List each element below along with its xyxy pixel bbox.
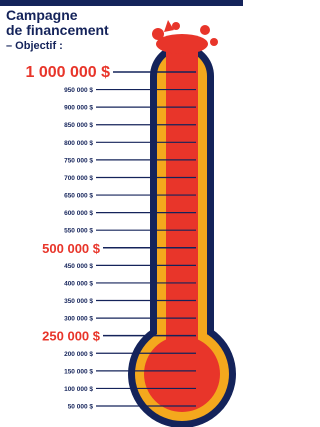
scale-label: 100 000 $ xyxy=(64,386,93,393)
scale-label-major: 500 000 $ xyxy=(42,241,101,256)
scale-label: 800 000 $ xyxy=(64,140,93,147)
title-line: – Objectif : xyxy=(6,40,63,52)
scale-label: 50 000 $ xyxy=(68,404,94,411)
scale-label: 900 000 $ xyxy=(64,105,93,112)
scale-label-major: 250 000 $ xyxy=(42,329,101,344)
scale-label: 300 000 $ xyxy=(64,316,93,323)
scale-label: 450 000 $ xyxy=(64,263,93,270)
scale-label: 150 000 $ xyxy=(64,368,93,375)
thermometer xyxy=(128,20,236,427)
page: Campagne de financement – Objectif : 1 0… xyxy=(0,0,243,427)
scale-label: 650 000 $ xyxy=(64,193,93,200)
scale-label: 750 000 $ xyxy=(64,157,93,164)
scale-label: 200 000 $ xyxy=(64,351,93,358)
title-line: Campagne xyxy=(6,7,78,23)
scale-label-major: 1 000 000 $ xyxy=(25,64,110,81)
scale-label: 600 000 $ xyxy=(64,210,93,217)
scale-label: 550 000 $ xyxy=(64,228,93,235)
scale-label: 700 000 $ xyxy=(64,175,93,182)
scale-label: 850 000 $ xyxy=(64,122,93,129)
scale-label: 400 000 $ xyxy=(64,280,93,287)
scale-label: 350 000 $ xyxy=(64,298,93,305)
top-bar xyxy=(0,0,243,6)
scale-label: 950 000 $ xyxy=(64,87,93,94)
title-line: de financement xyxy=(6,22,109,38)
